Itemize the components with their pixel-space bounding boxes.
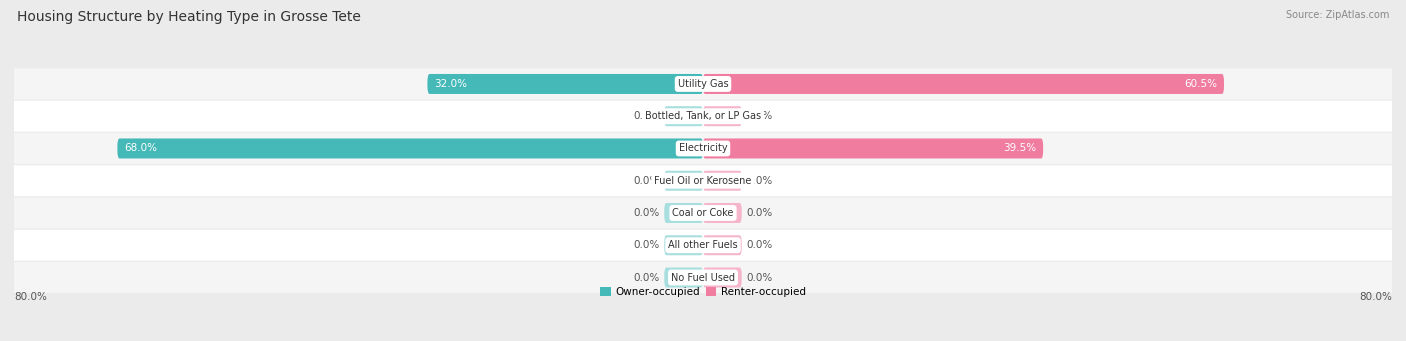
Text: 32.0%: 32.0% [434, 79, 467, 89]
FancyBboxPatch shape [703, 138, 1043, 159]
FancyBboxPatch shape [10, 101, 1396, 132]
Text: Source: ZipAtlas.com: Source: ZipAtlas.com [1285, 10, 1389, 20]
Text: 60.5%: 60.5% [1184, 79, 1218, 89]
Text: 0.0%: 0.0% [634, 111, 659, 121]
FancyBboxPatch shape [703, 267, 742, 287]
FancyBboxPatch shape [427, 74, 703, 94]
FancyBboxPatch shape [10, 69, 1396, 100]
FancyBboxPatch shape [664, 235, 703, 255]
Text: No Fuel Used: No Fuel Used [671, 272, 735, 282]
Legend: Owner-occupied, Renter-occupied: Owner-occupied, Renter-occupied [600, 287, 806, 297]
Text: 0.0%: 0.0% [634, 272, 659, 282]
FancyBboxPatch shape [703, 171, 742, 191]
Text: 68.0%: 68.0% [124, 144, 157, 153]
Text: 0.0%: 0.0% [634, 208, 659, 218]
FancyBboxPatch shape [10, 165, 1396, 196]
Text: 0.0%: 0.0% [747, 272, 772, 282]
Text: 39.5%: 39.5% [1002, 144, 1036, 153]
Text: 0.0%: 0.0% [747, 240, 772, 250]
FancyBboxPatch shape [10, 230, 1396, 261]
FancyBboxPatch shape [10, 262, 1396, 293]
Text: 0.0%: 0.0% [747, 176, 772, 186]
Text: 0.0%: 0.0% [747, 208, 772, 218]
Text: Housing Structure by Heating Type in Grosse Tete: Housing Structure by Heating Type in Gro… [17, 10, 361, 24]
Text: All other Fuels: All other Fuels [668, 240, 738, 250]
Text: Bottled, Tank, or LP Gas: Bottled, Tank, or LP Gas [645, 111, 761, 121]
FancyBboxPatch shape [664, 106, 703, 126]
FancyBboxPatch shape [703, 106, 742, 126]
FancyBboxPatch shape [10, 197, 1396, 228]
Text: Electricity: Electricity [679, 144, 727, 153]
FancyBboxPatch shape [664, 171, 703, 191]
FancyBboxPatch shape [664, 267, 703, 287]
Text: 80.0%: 80.0% [14, 293, 46, 302]
Text: 0.0%: 0.0% [634, 176, 659, 186]
FancyBboxPatch shape [117, 138, 703, 159]
Text: 0.0%: 0.0% [634, 240, 659, 250]
Text: Utility Gas: Utility Gas [678, 79, 728, 89]
FancyBboxPatch shape [664, 203, 703, 223]
Text: Fuel Oil or Kerosene: Fuel Oil or Kerosene [654, 176, 752, 186]
FancyBboxPatch shape [703, 74, 1225, 94]
Text: 0.0%: 0.0% [747, 111, 772, 121]
Text: 80.0%: 80.0% [1360, 293, 1392, 302]
FancyBboxPatch shape [703, 203, 742, 223]
FancyBboxPatch shape [703, 235, 742, 255]
FancyBboxPatch shape [10, 133, 1396, 164]
Text: Coal or Coke: Coal or Coke [672, 208, 734, 218]
